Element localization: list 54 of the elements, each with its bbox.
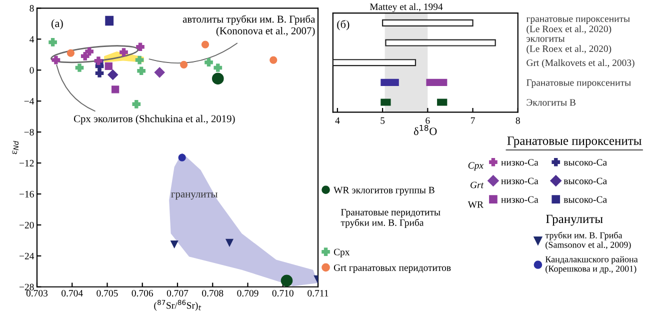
x-tick-label: 0.704 (62, 290, 83, 297)
annotation: автолиты трубки им. В. Гриба (Kononova et al., 2007) (182, 15, 316, 36)
legend-label: высоко-Ca (564, 159, 607, 166)
legend-label: трубки им. В. Гриба (Samsonov et al., 2009) (545, 232, 631, 250)
annotation: Cpx эколитов (Shchukina et al., 2019) (74, 114, 235, 124)
x-axis-title: ($^{87}$Sr/$^{86}$Sr)$_{t}$ (154, 300, 202, 311)
y-axis-title: ε$_{Nd}$ (12, 140, 19, 154)
text: Гранулиты (546, 214, 603, 226)
legend-label: Cpx (334, 248, 350, 258)
y-tick-label: 0 (30, 67, 34, 74)
y-tick-label: Grt (Malkovets et al., 2003) (526, 59, 634, 68)
legend-label: высоко-Ca (564, 178, 607, 184)
annotation: (а) (52, 19, 63, 30)
y-tick-label: 4 (30, 36, 34, 42)
x-tick-label: 8 (516, 117, 520, 124)
y-tick-label: Гранатовые пироксениты (526, 79, 631, 88)
y-tick-label: −8 (24, 128, 34, 136)
x-tick-label: 0.706 (132, 290, 154, 297)
x-tick-label: 0.710 (272, 290, 294, 297)
y-tick-label: −4 (24, 98, 34, 104)
x-tick-label: 4 (335, 117, 340, 124)
y-tick-label: −16 (19, 190, 34, 198)
x-tick-label: 7 (471, 117, 475, 124)
y-tick-label: 8 (30, 5, 34, 12)
y-tick-label: эклогиты (Le Roex et al., 2020) (526, 37, 612, 54)
y-tick-label: Эклогиты В (526, 99, 576, 106)
legend-label: низко-Ca (501, 178, 538, 184)
x-tick-label: 5 (380, 117, 385, 124)
x-tick-label: 0.708 (202, 290, 224, 297)
y-tick-label: −24 (19, 252, 34, 260)
x-tick-label: 0.711 (308, 290, 328, 297)
y-tick-label: гранатовые пироксениты (Le Roex et al., 2020) (526, 17, 630, 34)
band-label: Mattey et al., 1994 (370, 3, 443, 12)
x-axis-title: δ$^{18}$O (414, 124, 437, 136)
y-tick-label: −12 (19, 160, 34, 166)
annotation: (б) (337, 20, 350, 30)
x-tick-label: 0.709 (237, 290, 258, 297)
text: WR (468, 201, 484, 208)
legend-label: WR эклогитов группы В (334, 186, 434, 196)
legend-label: низко-Ca (501, 196, 538, 203)
legend-label: высоко-Ca (564, 196, 607, 203)
x-tick-label: 6 (426, 117, 430, 124)
text: Grt (470, 182, 484, 188)
annotation: гранулиты (171, 192, 218, 200)
x-tick-label: 0.703 (26, 290, 48, 297)
x-tick-label: 0.705 (96, 290, 118, 297)
text: Гранатовые перидотиты трубки им. В. Гриба (340, 209, 440, 228)
y-tick-label: −20 (19, 222, 34, 228)
legend-label: Кандалакшского района (Корешкова и др., 2001) (545, 256, 638, 274)
y-tick-label: −28 (19, 284, 34, 290)
x-tick-label: 0.707 (166, 290, 188, 297)
legend-label: низко-Ca (501, 159, 538, 166)
legend-label: Grt гранатовых перидотитов (334, 264, 451, 273)
text: Cpx (468, 162, 484, 171)
